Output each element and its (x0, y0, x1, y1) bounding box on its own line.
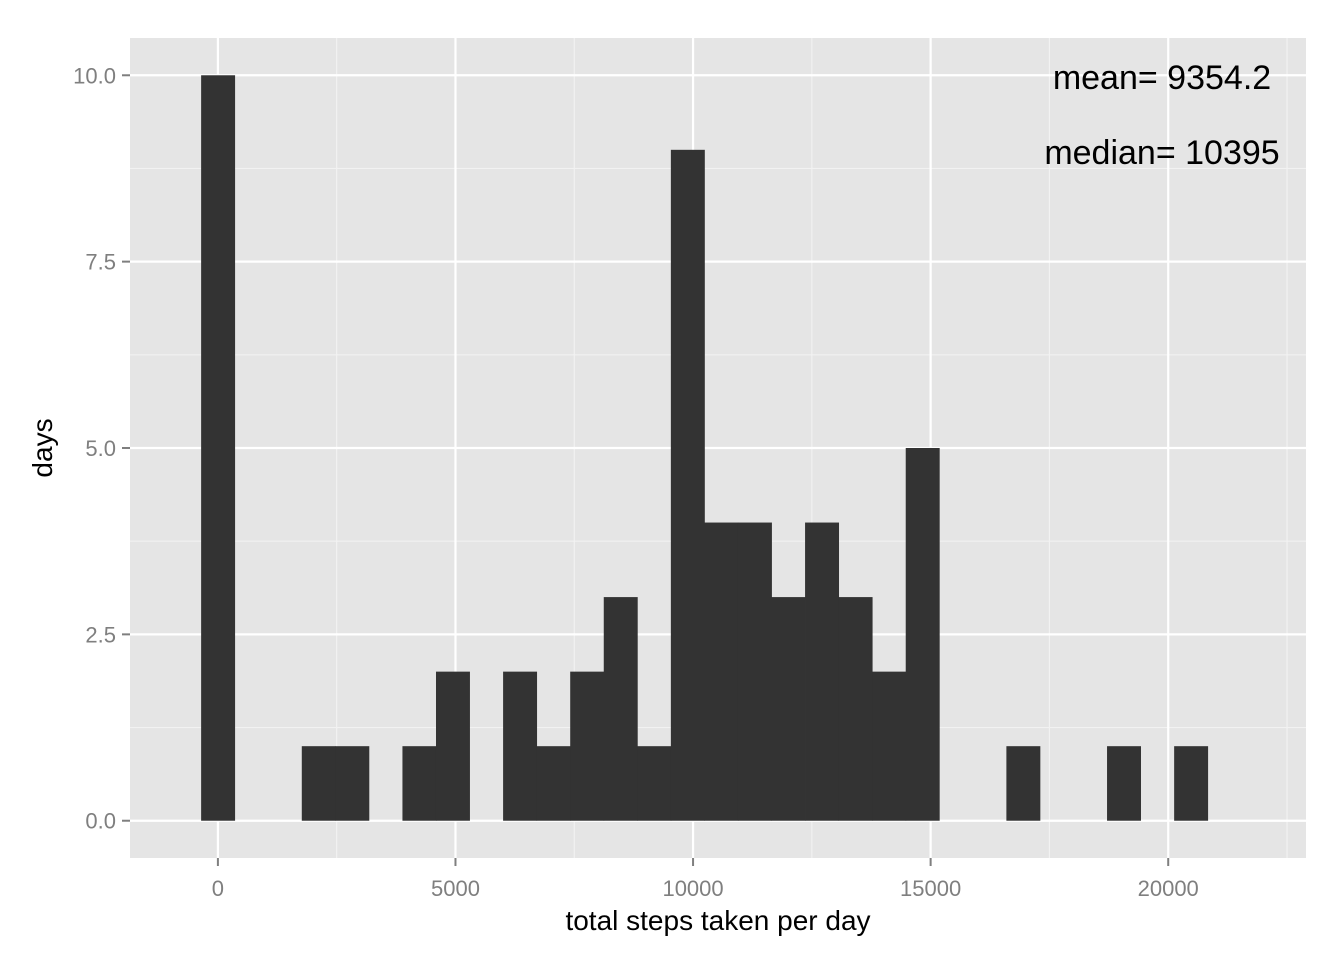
y-tick-label: 7.5 (85, 250, 116, 275)
histogram-bar (603, 597, 638, 821)
histogram-bar (402, 746, 437, 821)
histogram-bar (570, 671, 605, 821)
histogram-bar (805, 522, 840, 821)
x-tick-label: 15000 (900, 876, 961, 901)
histogram-bar (838, 597, 873, 821)
histogram-bar (872, 671, 907, 821)
histogram-bar (1006, 746, 1041, 821)
histogram-bar (1107, 746, 1141, 821)
x-tick-label: 20000 (1138, 876, 1199, 901)
y-axis: 0.0 2.5 5.0 7.5 10.0 (73, 63, 130, 834)
bars (201, 75, 1209, 821)
histogram-bar (737, 522, 772, 821)
histogram-bar (335, 746, 370, 821)
x-tick-label: 0 (212, 876, 224, 901)
y-tick-label: 2.5 (85, 622, 116, 647)
x-axis: 0 5000 10000 15000 20000 (212, 858, 1199, 901)
histogram-bar (637, 746, 672, 821)
histogram-bar (435, 671, 470, 821)
median-annotation: median= 10395 (1044, 134, 1279, 172)
histogram-bar (771, 597, 806, 821)
histogram-bar (905, 448, 940, 821)
y-tick-label: 5.0 (85, 436, 116, 461)
x-axis-title: total steps taken per day (565, 905, 870, 936)
y-tick-label: 10.0 (73, 63, 116, 88)
mean-annotation: mean= 9354.2 (1053, 59, 1271, 97)
histogram-bar (1174, 746, 1209, 821)
histogram-bar (301, 746, 336, 821)
y-tick-label: 0.0 (85, 809, 116, 834)
histogram-bar (704, 522, 739, 821)
histogram-bar (536, 746, 571, 821)
x-tick-label: 5000 (431, 876, 480, 901)
histogram-bar (503, 671, 538, 821)
histogram-bar (670, 149, 705, 821)
y-axis-title: days (27, 418, 58, 477)
histogram-bar (201, 75, 236, 821)
x-tick-label: 10000 (662, 876, 723, 901)
